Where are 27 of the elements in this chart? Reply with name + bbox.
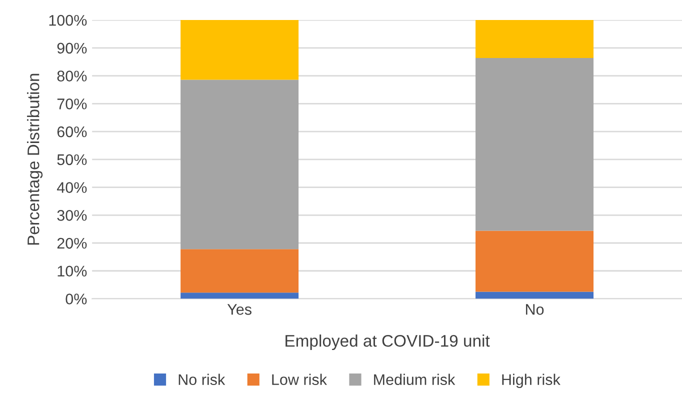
bar (476, 20, 594, 58)
legend-label: Medium risk (374, 374, 456, 386)
y-tick-label: 100% (49, 14, 87, 26)
bar (180, 20, 299, 80)
y-tick-label: 50% (57, 154, 87, 166)
x-tick-label: Yes (227, 304, 252, 315)
y-tick-label: 60% (57, 126, 87, 138)
bar (476, 292, 594, 299)
bar (180, 292, 299, 299)
bar (476, 58, 594, 231)
y-tick-label: 30% (57, 210, 87, 221)
x-tick-label: No (526, 304, 544, 315)
y-axis-title: Percentage Distribution (27, 74, 43, 245)
legend-label: High risk (502, 374, 560, 388)
bar (180, 80, 299, 250)
y-tick-label: 80% (57, 70, 87, 82)
y-tick-label: 10% (58, 266, 87, 277)
y-tick-label: 90% (57, 42, 87, 54)
bar (476, 230, 594, 292)
legend-label: Low risk (272, 374, 328, 386)
y-tick-label: 20% (57, 238, 87, 249)
y-tick-label: 0% (66, 294, 87, 304)
x-axis-title: Employed at COVID-19 unit (286, 334, 490, 350)
bar (180, 249, 299, 293)
legend-label: No risk (178, 374, 226, 386)
y-tick-label: 40% (56, 182, 87, 193)
y-tick-label: 70% (57, 98, 87, 110)
